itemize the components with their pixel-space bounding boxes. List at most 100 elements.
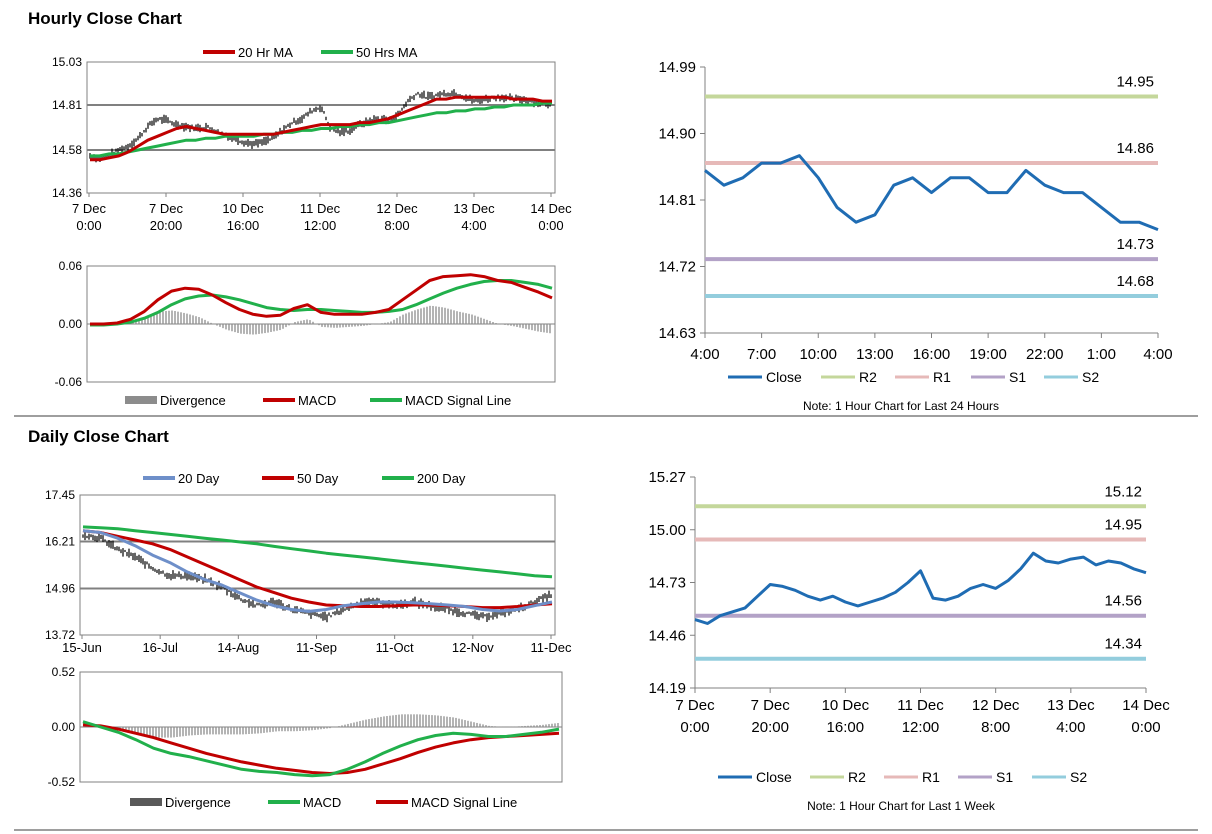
- hourly-price-ma20-line: [90, 95, 552, 162]
- hourly-price-x-tick-label: 7 Dec: [149, 201, 183, 216]
- daily-price-y-tick: 17.45: [45, 488, 75, 502]
- hourly-24h-legend-close-label: Close: [766, 369, 802, 385]
- hourly-24h-note: Note: 1 Hour Chart for Last 24 Hours: [803, 399, 999, 413]
- hourly-price-x-tick-label: 4:00: [461, 218, 486, 233]
- hourly-24h-x-tick-label: 16:00: [913, 346, 951, 363]
- hourly-macd-signal-line: [90, 279, 553, 327]
- hourly-24h-y-tick: 14.99: [658, 59, 696, 76]
- daily-price-x-tick-label: 11-Dec: [531, 640, 572, 655]
- hourly-macd-y-tick: 0.00: [59, 317, 83, 331]
- weekly-1h-x-tick-label: 14 Dec: [1122, 697, 1170, 714]
- hourly-24h-x-tick-label: 10:00: [799, 346, 837, 363]
- hourly-price-x-tick-label: 0:00: [76, 218, 101, 233]
- hourly-price-x-tick-label: 0:00: [538, 218, 563, 233]
- weekly-1h-legend-s1-label: S1: [996, 769, 1013, 785]
- hourly-macd-legend-signal-label: MACD Signal Line: [405, 393, 511, 408]
- weekly-1h-x-tick-label: 16:00: [827, 719, 865, 736]
- daily-macd-legend-signal-label: MACD Signal Line: [411, 795, 517, 810]
- daily-macd-y-tick: 0.52: [52, 665, 76, 679]
- hourly-24h-level-r1-label: 14.86: [1116, 140, 1154, 157]
- hourly-price-x-tick-label: 7 Dec: [72, 201, 106, 216]
- hourly-price-x-tick-label: 14 Dec: [530, 201, 572, 216]
- weekly-1h-y-tick: 14.46: [648, 627, 686, 644]
- hourly-macd-legend-divergence-swatch: [125, 396, 157, 404]
- daily-macd-legend-divergence-label: Divergence: [165, 795, 231, 810]
- hourly-macd-y-tick: -0.06: [55, 375, 83, 389]
- hourly-price-x-tick-label: 12:00: [304, 218, 337, 233]
- hourly-price-x-tick-label: 12 Dec: [376, 201, 418, 216]
- daily-legend-20-day-label: 20 Day: [178, 471, 220, 486]
- hourly-section-title: Hourly Close Chart: [28, 9, 182, 28]
- hourly-price-x-tick-label: 10 Dec: [222, 201, 264, 216]
- hourly-24h-close-line: [704, 154, 1159, 231]
- hourly-24h-legend-s2-label: S2: [1082, 369, 1099, 385]
- weekly-1h-y-tick: 15.27: [648, 469, 686, 486]
- hourly-price-x-tick-label: 11 Dec: [300, 201, 341, 216]
- daily-section-title: Daily Close Chart: [28, 427, 169, 446]
- hourly-24h-x-tick-label: 1:00: [1087, 346, 1116, 363]
- hourly-price-y-tick: 14.81: [52, 98, 82, 112]
- hourly-macd-legend-macd-label: MACD: [298, 393, 336, 408]
- hourly-price-y-tick: 15.03: [52, 55, 82, 69]
- daily-price-ma20-line: [82, 529, 553, 613]
- weekly-1h-close-line: [694, 551, 1147, 625]
- daily-macd-signal-line: [82, 723, 560, 775]
- daily-macd-macd-line: [82, 720, 560, 778]
- weekly-1h-x-tick-label: 7 Dec: [751, 697, 791, 714]
- daily-price-y-tick: 13.72: [45, 628, 75, 642]
- weekly-1h-note: Note: 1 Hour Chart for Last 1 Week: [807, 799, 996, 813]
- weekly-1h-x-tick-label: 7 Dec: [675, 697, 715, 714]
- weekly-1h-x-tick-label: 11 Dec: [897, 697, 944, 714]
- daily-price-x-tick-label: 16-Jul: [142, 640, 178, 655]
- weekly-1h-x-tick-label: 8:00: [981, 719, 1010, 736]
- hourly-24h-y-tick: 14.81: [658, 192, 696, 209]
- hourly-price-x-tick-label: 16:00: [227, 218, 260, 233]
- weekly-1h-legend-r1-label: R1: [922, 769, 940, 785]
- hourly-price-y-tick: 14.36: [52, 186, 82, 200]
- daily-macd-divergence-bars: [83, 714, 559, 738]
- weekly-1h-x-tick-label: 4:00: [1056, 719, 1085, 736]
- daily-price-plot-area: [79, 494, 556, 636]
- hourly-24h-legend-s1-label: S1: [1009, 369, 1026, 385]
- hourly-24h-y-tick: 14.63: [658, 325, 696, 342]
- hourly-24h-legend-r1-label: R1: [933, 369, 951, 385]
- hourly-macd-legend-divergence-label: Divergence: [160, 393, 226, 408]
- weekly-1h-legend-r2-label: R2: [848, 769, 866, 785]
- daily-legend-200-day-label: 200 Day: [417, 471, 466, 486]
- hourly-24h-level-r2-label: 14.95: [1116, 74, 1154, 91]
- hourly-macd-y-tick: 0.06: [59, 259, 83, 273]
- daily-macd-legend-macd-label: MACD: [303, 795, 341, 810]
- daily-macd-legend-divergence-swatch: [130, 798, 162, 806]
- hourly-price-plot-area: [86, 61, 556, 194]
- hourly-24h-legend-r2-label: R2: [859, 369, 877, 385]
- hourly-price-x-tick-label: 20:00: [150, 218, 183, 233]
- weekly-1h-y-tick: 14.19: [648, 680, 686, 697]
- weekly-1h-x-tick-label: 20:00: [751, 719, 789, 736]
- weekly-1h-y-tick: 14.73: [648, 575, 686, 592]
- weekly-1h-legend-s2-label: S2: [1070, 769, 1087, 785]
- daily-price-y-tick: 14.96: [45, 581, 75, 595]
- daily-price-x-tick-label: 11-Sep: [296, 640, 337, 655]
- daily-price-x-tick-label: 12-Nov: [452, 640, 494, 655]
- weekly-1h-level-r1-label: 14.95: [1104, 517, 1142, 534]
- weekly-1h-y-tick: 15.00: [648, 522, 686, 539]
- hourly-price-x-tick-label: 13 Dec: [453, 201, 495, 216]
- weekly-1h-x-tick-label: 0:00: [680, 719, 709, 736]
- hourly-24h-level-s2-label: 14.68: [1116, 273, 1154, 290]
- hourly-24h-x-tick-label: 13:00: [856, 346, 894, 363]
- weekly-1h-level-s1-label: 14.56: [1104, 593, 1142, 610]
- daily-price-ma200-line: [82, 525, 553, 579]
- daily-price-x-tick-label: 11-Oct: [376, 640, 414, 655]
- daily-legend-50-day-label: 50 Day: [297, 471, 339, 486]
- hourly-24h-x-tick-label: 4:00: [690, 346, 719, 363]
- weekly-1h-x-tick-label: 12:00: [902, 719, 940, 736]
- hourly-macd-macd-line: [90, 273, 553, 326]
- daily-price-y-tick: 16.21: [45, 535, 75, 549]
- weekly-1h-x-tick-label: 13 Dec: [1047, 697, 1095, 714]
- hourly-24h-x-tick-label: 22:00: [1026, 346, 1064, 363]
- daily-price-x-tick-label: 14-Aug: [217, 640, 259, 655]
- hourly-legend-50hrs-ma-label: 50 Hrs MA: [356, 45, 418, 60]
- daily-macd-y-tick: 0.00: [52, 720, 76, 734]
- weekly-1h-legend-close-label: Close: [756, 769, 792, 785]
